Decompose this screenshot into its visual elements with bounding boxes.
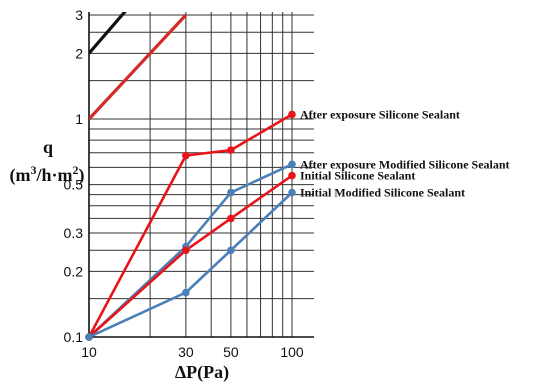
grid-layer: [88, 12, 314, 338]
y-tick-label: 0.3: [64, 225, 84, 241]
series-point-0: [182, 151, 190, 160]
series-point-2: [288, 171, 296, 180]
series-point-2: [182, 246, 190, 255]
series-line-1: [88, 163, 293, 338]
y-tick-label: 0.1: [64, 329, 84, 345]
series-point-1: [227, 188, 235, 197]
series-point-3: [85, 333, 93, 341]
y-tick-label: 2: [75, 45, 83, 61]
label-layer: 10 30 50 100 0.1 0.2 0.3 0.5 1 2 3 After exposure S…: [64, 7, 510, 360]
series-label-3: Initial Modified Silicone Sealant: [300, 186, 465, 200]
series-layer: [85, 110, 296, 341]
y-axis-title-units: (m3/h·m2): [9, 163, 84, 186]
series-label-2: Initial Silicone Sealant: [300, 169, 415, 183]
series-point-3: [227, 246, 235, 255]
series-point-3: [182, 288, 190, 297]
x-tick-label: 10: [81, 344, 97, 360]
series-point-0: [288, 110, 296, 119]
series-label-0: After exposure Silicone Sealant: [300, 107, 460, 121]
y-tick-label: 0.5: [64, 177, 84, 193]
series-point-1: [288, 160, 296, 169]
x-axis-title: ΔP(Pa): [175, 362, 229, 383]
series-point-0: [227, 146, 235, 154]
series-point-2: [227, 214, 235, 223]
reference-line: [89, 12, 127, 55]
series-line-2: [88, 174, 293, 338]
y-tick-label: 0.2: [64, 263, 84, 279]
x-tick-label: 100: [280, 344, 304, 360]
series-point-3: [288, 188, 296, 197]
x-tick-label: 50: [223, 344, 239, 360]
reference-lines-layer: [89, 12, 188, 121]
series-line-0: [87, 113, 293, 338]
y-axis-title-q: q: [43, 137, 53, 157]
series-line-3: [88, 191, 293, 339]
y-tick-label: 3: [75, 7, 83, 23]
x-tick-label: 30: [178, 344, 194, 360]
series-label-1: After exposure Modified Silicone Sealant: [300, 157, 510, 171]
y-tick-label: 1: [75, 111, 83, 127]
reference-line: [89, 13, 188, 121]
